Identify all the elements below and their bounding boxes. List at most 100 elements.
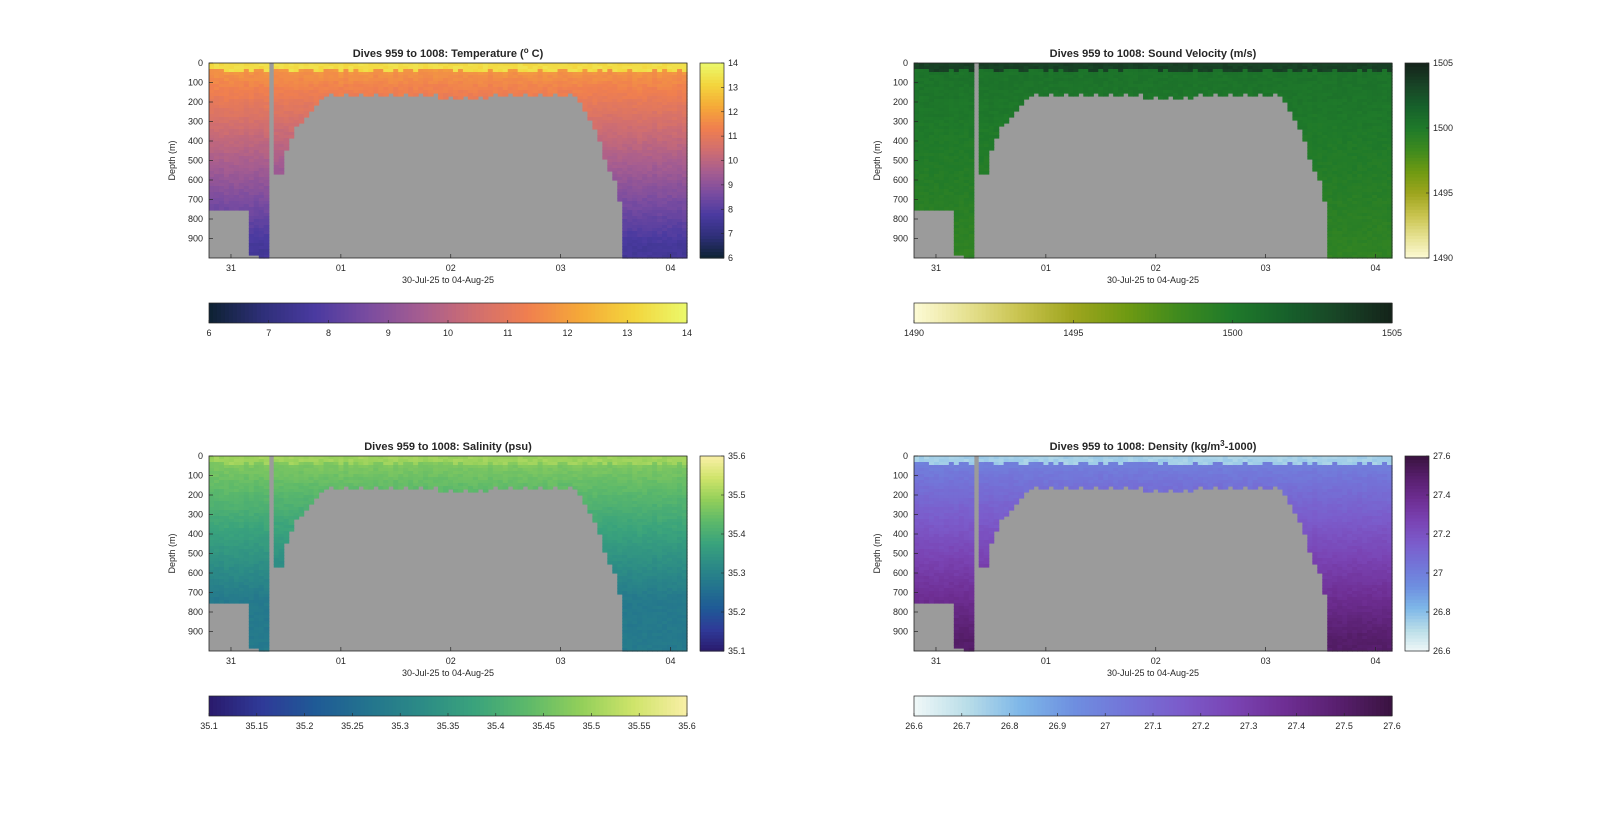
heatmap-cells <box>209 63 688 259</box>
panel-temperature: Dives 959 to 1008: Temperature (o C)0100… <box>167 46 738 338</box>
colorbar-tick-label: 27.5 <box>1335 721 1353 731</box>
colorbar-tick-label: 27 <box>1100 721 1110 731</box>
colorbar-tick-label: 35.4 <box>728 529 746 539</box>
colorbar-tick-label: 1500 <box>1433 123 1453 133</box>
colorbar-tick-label: 10 <box>443 328 453 338</box>
y-tick-label: 800 <box>893 214 908 224</box>
y-tick-label: 400 <box>893 136 908 146</box>
colorbar-tick-label: 35.5 <box>583 721 601 731</box>
heatmap-cells <box>914 63 1393 259</box>
chart-title-suffix: -1000) <box>1225 441 1257 453</box>
y-tick-label: 700 <box>893 588 908 598</box>
x-tick-label: 04 <box>1371 263 1381 273</box>
y-axis-label: Depth (m) <box>872 140 882 180</box>
y-tick-label: 500 <box>188 549 203 559</box>
y-tick-label: 0 <box>903 58 908 68</box>
colorbar-tick-label: 11 <box>503 328 512 338</box>
colorbar-tick-label: 35.5 <box>728 490 746 500</box>
x-axis-label: 30-Jul-25 to 04-Aug-25 <box>1107 668 1199 678</box>
colorbar-tick-label: 27 <box>1433 568 1443 578</box>
y-tick-label: 800 <box>188 214 203 224</box>
heatmap-cells <box>914 456 1393 652</box>
x-tick-label: 01 <box>1041 263 1051 273</box>
y-tick-label: 500 <box>188 156 203 166</box>
colorbar-tick-label: 35.35 <box>437 721 460 731</box>
x-tick-label: 31 <box>931 656 941 666</box>
colorbar-tick-label: 1490 <box>904 328 924 338</box>
y-axis-label: Depth (m) <box>167 533 177 573</box>
colorbar-tick-label: 26.7 <box>953 721 971 731</box>
colorbar-frame <box>699 455 725 652</box>
y-tick-label: 300 <box>188 117 203 127</box>
colorbar-tick-label: 27.1 <box>1144 721 1162 731</box>
x-tick-label: 04 <box>666 656 676 666</box>
y-tick-label: 300 <box>188 510 203 520</box>
y-tick-label: 400 <box>188 136 203 146</box>
colorbar-tick-label: 27.2 <box>1192 721 1210 731</box>
x-tick-label: 01 <box>1041 656 1051 666</box>
colorbar-tick-label: 13 <box>622 328 632 338</box>
x-tick-label: 31 <box>931 263 941 273</box>
y-tick-label: 200 <box>188 97 203 107</box>
colorbar-tick-label: 27.3 <box>1240 721 1258 731</box>
chart-title-text: Dives 959 to 1008: Salinity (psu) <box>364 441 532 453</box>
chart-title-superscript: 3 <box>1220 439 1225 448</box>
y-tick-label: 100 <box>893 78 908 88</box>
colorbar-tick-label: 27.4 <box>1433 490 1451 500</box>
panel-density: Dives 959 to 1008: Density (kg/m3-1000) 0… <box>872 439 1451 731</box>
colorbar-tick-label: 10 <box>728 156 738 166</box>
chart-title-suffix: C) <box>529 48 544 60</box>
colorbar-tick-label: 1495 <box>1063 328 1083 338</box>
colorbar-tick-label: 1505 <box>1382 328 1402 338</box>
y-tick-label: 900 <box>188 234 203 244</box>
colorbar-tick-label: 1495 <box>1433 188 1453 198</box>
y-tick-label: 400 <box>893 529 908 539</box>
colorbar-tick-label: 7 <box>728 229 733 239</box>
y-tick-label: 400 <box>188 529 203 539</box>
chart-title: Dives 959 to 1008: Salinity (psu) <box>364 441 532 453</box>
y-tick-label: 700 <box>893 195 908 205</box>
horizontal-colorbar: 6 7 8 9 10 11 12 13 14 <box>206 302 692 338</box>
y-axis-label: Depth (m) <box>872 533 882 573</box>
vertical-colorbar: 6 7 8 9 10 11 12 13 14 <box>699 58 738 263</box>
x-tick-label: 31 <box>226 263 236 273</box>
horizontal-colorbar: 26.6 26.7 26.8 26.9 27 27.1 27.2 27.3 27.4 27.5 27… <box>905 695 1401 731</box>
colorbar-tick-label: 13 <box>728 82 738 92</box>
chart-title-text: Dives 959 to 1008: Sound Velocity (m/s) <box>1050 48 1257 60</box>
chart-title: Dives 959 to 1008: Density (kg/m3-1000) <box>1050 439 1257 453</box>
colorbar-tick-label: 27.6 <box>1383 721 1401 731</box>
x-tick-label: 01 <box>336 263 346 273</box>
colorbar-tick-label: 35.25 <box>341 721 364 731</box>
x-tick-label: 03 <box>1261 656 1271 666</box>
panel-salinity: Dives 959 to 1008: Salinity (psu) 0 100 200… <box>167 441 746 731</box>
colorbar-tick-label: 7 <box>266 328 271 338</box>
y-axis-label: Depth (m) <box>167 140 177 180</box>
x-tick-label: 03 <box>556 656 566 666</box>
colorbar-tick-label: 12 <box>562 328 572 338</box>
horizontal-colorbar: 1490 1495 1500 1505 <box>904 302 1402 338</box>
y-tick-label: 700 <box>188 588 203 598</box>
y-tick-label: 0 <box>198 58 203 68</box>
colorbar-tick-label: 8 <box>728 204 733 214</box>
vertical-colorbar: 35.1 35.2 35.3 35.4 35.5 35.6 <box>699 451 746 656</box>
chart-title-superscript: o <box>524 46 529 55</box>
y-tick-label: 700 <box>188 195 203 205</box>
chart-title: Dives 959 to 1008: Sound Velocity (m/s) <box>1050 48 1257 60</box>
y-tick-label: 200 <box>893 490 908 500</box>
x-tick-label: 04 <box>666 263 676 273</box>
colorbar-tick-label: 26.6 <box>1433 646 1451 656</box>
y-tick-label: 500 <box>893 156 908 166</box>
colorbar-tick-label: 35.2 <box>728 607 746 617</box>
horizontal-colorbar: 35.1 35.15 35.2 35.25 35.3 35.35 35.4 35.45 35.5… <box>200 695 696 731</box>
colorbar-tick-label: 14 <box>728 58 738 68</box>
x-tick-label: 02 <box>446 656 456 666</box>
colorbar-tick-label: 6 <box>728 253 733 263</box>
colorbar-tick-label: 35.15 <box>246 721 269 731</box>
y-tick-label: 900 <box>893 234 908 244</box>
panel-sound_velocity: Dives 959 to 1008: Sound Velocity (m/s) 0… <box>872 48 1453 338</box>
colorbar-tick-label: 1490 <box>1433 253 1453 263</box>
y-tick-label: 900 <box>188 627 203 637</box>
colorbar-tick-label: 14 <box>682 328 692 338</box>
colorbar-tick-label: 9 <box>386 328 391 338</box>
